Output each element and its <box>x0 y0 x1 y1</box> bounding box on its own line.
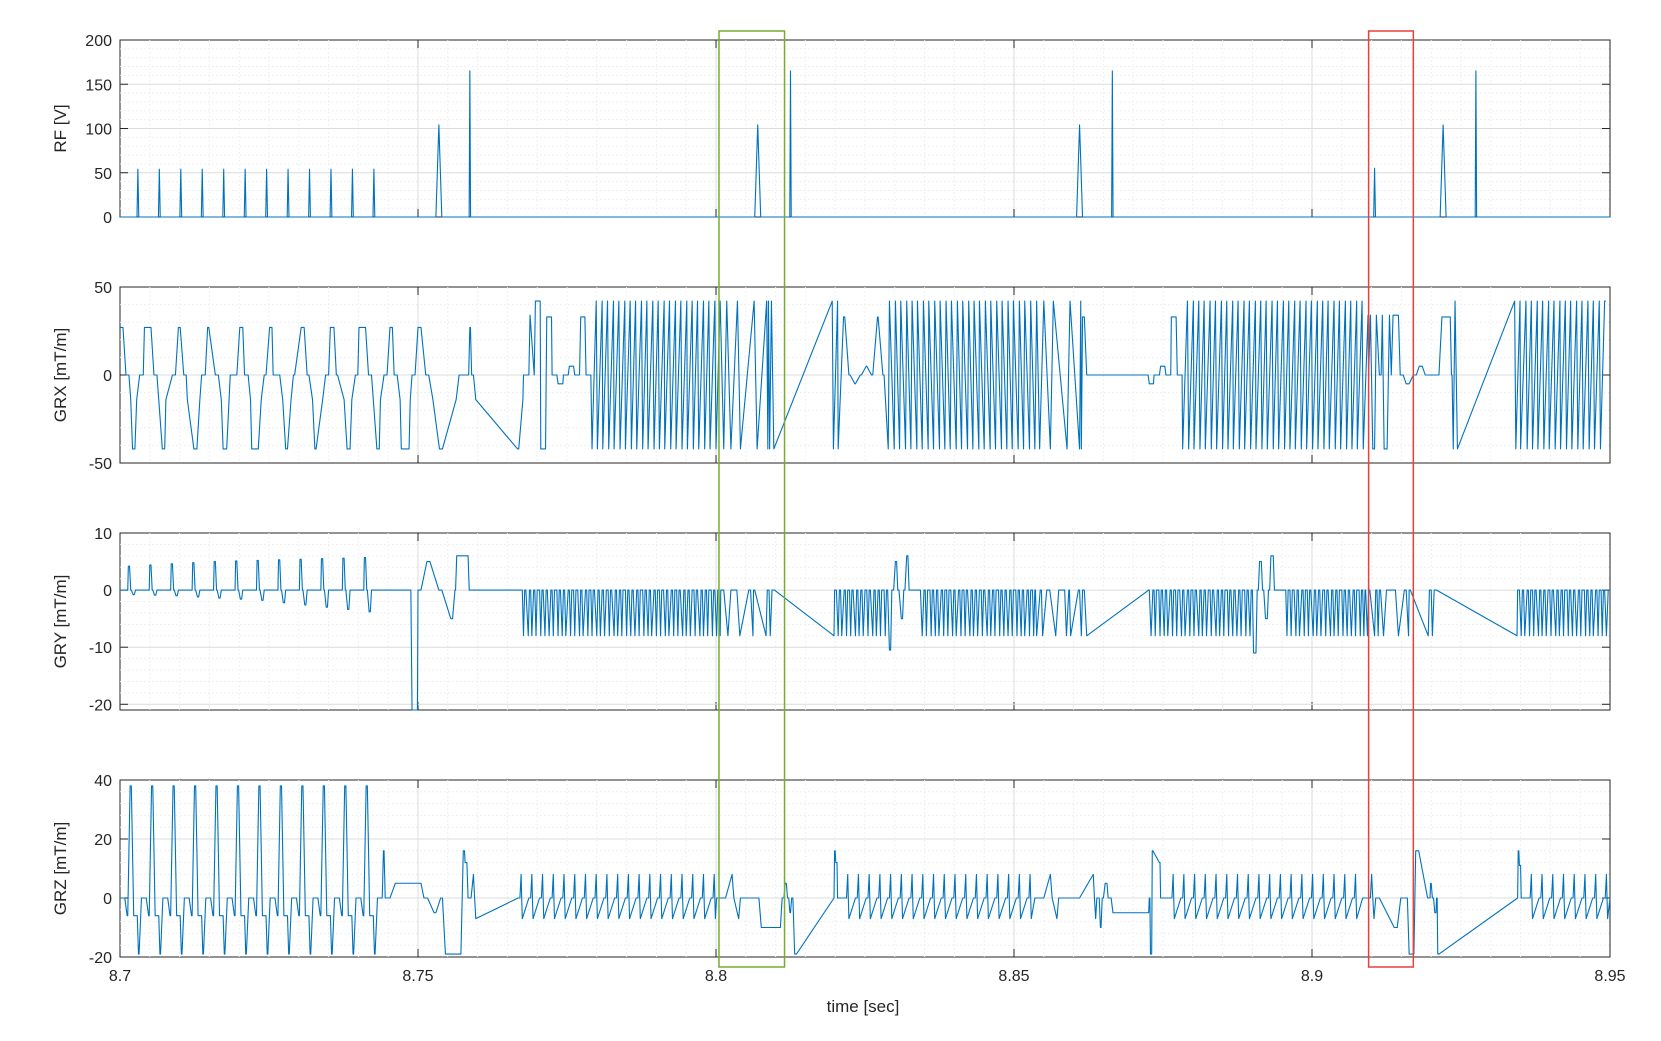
x-tick-label: 8.75 <box>402 968 433 985</box>
x-tick-label: 8.9 <box>1301 968 1323 985</box>
x-axis-label: time [sec] <box>827 997 900 1016</box>
y-tick-label: 0 <box>103 368 112 385</box>
y-tick-label: 40 <box>94 773 112 790</box>
y-tick-label: 0 <box>103 210 112 227</box>
y-tick-label: 200 <box>85 33 112 50</box>
series-line <box>120 300 1606 450</box>
y-tick-label: 150 <box>85 77 112 94</box>
highlight-box-1 <box>718 30 786 968</box>
y-tick-label: 0 <box>103 583 112 600</box>
x-tick-label: 8.95 <box>1594 968 1625 985</box>
y-tick-label: 0 <box>103 891 112 908</box>
y-axis-label: RF [V] <box>51 104 70 152</box>
subplot-4: -20 0 20 40 GRZ [mT/m] 8.7 8.75 8.8 8.85 8.9 8.95 <box>51 773 1626 985</box>
y-tick-label: 100 <box>85 122 112 139</box>
y-tick-label: 20 <box>94 832 112 849</box>
y-axis-label: GRY [mT/m] <box>51 575 70 669</box>
subplot-1: 0 50 100 150 200 RF [V] <box>51 33 1611 227</box>
subplot-3: -20 -10 0 10 GRY [mT/m] <box>51 526 1611 714</box>
y-tick-label: -50 <box>89 456 112 473</box>
series-line <box>120 555 1610 711</box>
x-tick-label: 8.85 <box>998 968 1029 985</box>
series-line <box>120 70 1610 218</box>
x-tick-label: 8.8 <box>705 968 727 985</box>
y-tick-label: -10 <box>89 640 112 657</box>
subplot-2: -50 0 50 GRX [mT/m] <box>51 280 1611 473</box>
y-tick-label: 50 <box>94 280 112 297</box>
x-tick-label: 8.7 <box>109 968 131 985</box>
y-axis-label: GRZ [mT/m] <box>51 822 70 915</box>
y-tick-label: -20 <box>89 950 112 967</box>
y-tick-label: -20 <box>89 697 112 714</box>
y-tick-label: 10 <box>94 526 112 543</box>
series-line <box>120 785 1611 955</box>
y-axis-label: GRX [mT/m] <box>51 328 70 422</box>
highlight-box-2 <box>1367 30 1415 968</box>
y-tick-label: 50 <box>94 166 112 183</box>
